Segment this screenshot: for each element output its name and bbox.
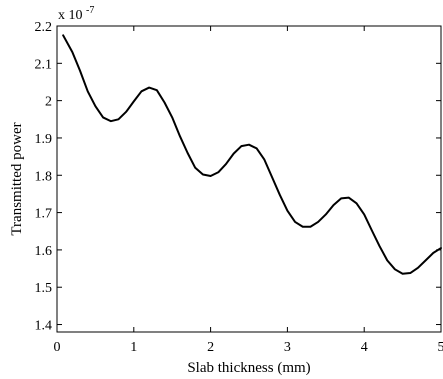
y-tick-label: 1.6 bbox=[35, 244, 53, 259]
x-tick-label: 4 bbox=[361, 340, 368, 355]
x-tick-label: 1 bbox=[130, 340, 137, 355]
y-tick-label: 2.1 bbox=[35, 57, 53, 72]
y-tick-label: 1.7 bbox=[35, 207, 53, 222]
x-axis-label: Slab thickness (mm) bbox=[187, 360, 310, 376]
x-tick-label: 2 bbox=[207, 340, 214, 355]
y-exponent-base: x 10 bbox=[58, 8, 83, 23]
y-tick-label: 1.5 bbox=[35, 281, 53, 296]
data-series-line bbox=[62, 34, 442, 275]
plot-area-border bbox=[56, 25, 442, 333]
y-tick-label: 1.4 bbox=[35, 319, 53, 334]
y-axis-label: Transmitted power bbox=[9, 122, 25, 235]
plot-line-group bbox=[62, 34, 442, 275]
y-tick-label: 2 bbox=[45, 95, 52, 110]
y-axis-exponent-label: x 10 -7 bbox=[58, 5, 94, 23]
y-axis-ticks: 1.4 1.5 1.6 1.7 1.8 1.9 2 2.1 2.2 bbox=[35, 20, 441, 334]
x-tick-label: 3 bbox=[284, 340, 291, 355]
x-axis-ticks: 0 1 2 3 4 5 bbox=[54, 26, 443, 355]
axes-frame bbox=[56, 25, 442, 333]
y-exponent-power: -7 bbox=[86, 5, 94, 16]
x-tick-label: 5 bbox=[438, 340, 443, 355]
y-tick-label: 1.9 bbox=[35, 132, 53, 147]
y-tick-label: 1.8 bbox=[35, 169, 53, 184]
x-tick-label: 0 bbox=[54, 340, 61, 355]
y-tick-label: 2.2 bbox=[35, 20, 53, 35]
